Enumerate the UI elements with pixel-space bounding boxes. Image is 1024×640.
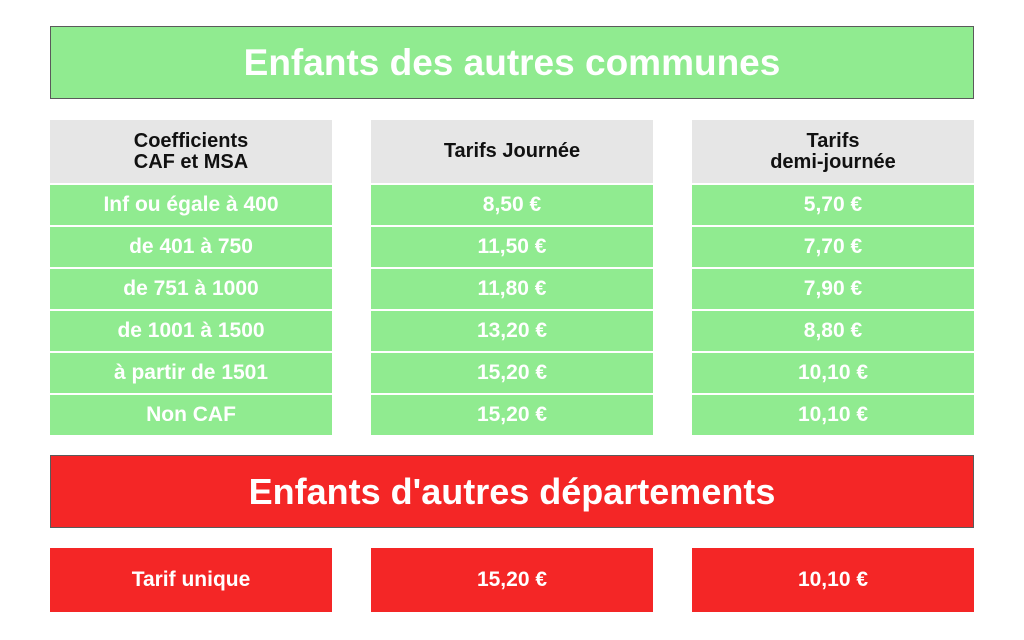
coef-cell: de 401 à 750	[50, 227, 332, 267]
coef-cell: de 1001 à 1500	[50, 311, 332, 351]
coef-cell: de 751 à 1000	[50, 269, 332, 309]
journee-price-cell: 11,50 €	[371, 227, 653, 267]
journee-price-cell: 13,20 €	[371, 311, 653, 351]
coef-cell: Non CAF	[50, 395, 332, 435]
journee-price-cell: 11,80 €	[371, 269, 653, 309]
tarif-unique-demi-journee: 10,10 €	[692, 548, 974, 612]
demi-price-cell: 7,90 €	[692, 269, 974, 309]
header-coefficients: Coefficients CAF et MSA	[50, 120, 332, 183]
tarif-unique-label: Tarif unique	[50, 548, 332, 612]
journee-price-cell: 15,20 €	[371, 395, 653, 435]
demi-price-cell: 7,70 €	[692, 227, 974, 267]
section-title-autres-communes: Enfants des autres communes	[50, 26, 974, 99]
journee-price-cell: 15,20 €	[371, 353, 653, 393]
demi-price-cell: 5,70 €	[692, 185, 974, 225]
header-tarifs-journee: Tarifs Journée	[371, 120, 653, 183]
column-coefficients: Coefficients CAF et MSA Inf ou égale à 4…	[50, 120, 332, 435]
journee-price-cell: 8,50 €	[371, 185, 653, 225]
coef-cell: Inf ou égale à 400	[50, 185, 332, 225]
header-tarifs-demi-journee: Tarifs demi-journée	[692, 120, 974, 183]
column-tarifs-journee: Tarifs Journée 8,50 € 11,50 € 11,80 € 13…	[371, 120, 653, 435]
demi-price-cell: 8,80 €	[692, 311, 974, 351]
demi-price-cell: 10,10 €	[692, 395, 974, 435]
tarif-unique-journee: 15,20 €	[371, 548, 653, 612]
section-title-autres-departements: Enfants d'autres départements	[50, 455, 974, 528]
demi-price-cell: 10,10 €	[692, 353, 974, 393]
coef-cell: à partir de 1501	[50, 353, 332, 393]
column-tarifs-demi-journee: Tarifs demi-journée 5,70 € 7,70 € 7,90 €…	[692, 120, 974, 435]
